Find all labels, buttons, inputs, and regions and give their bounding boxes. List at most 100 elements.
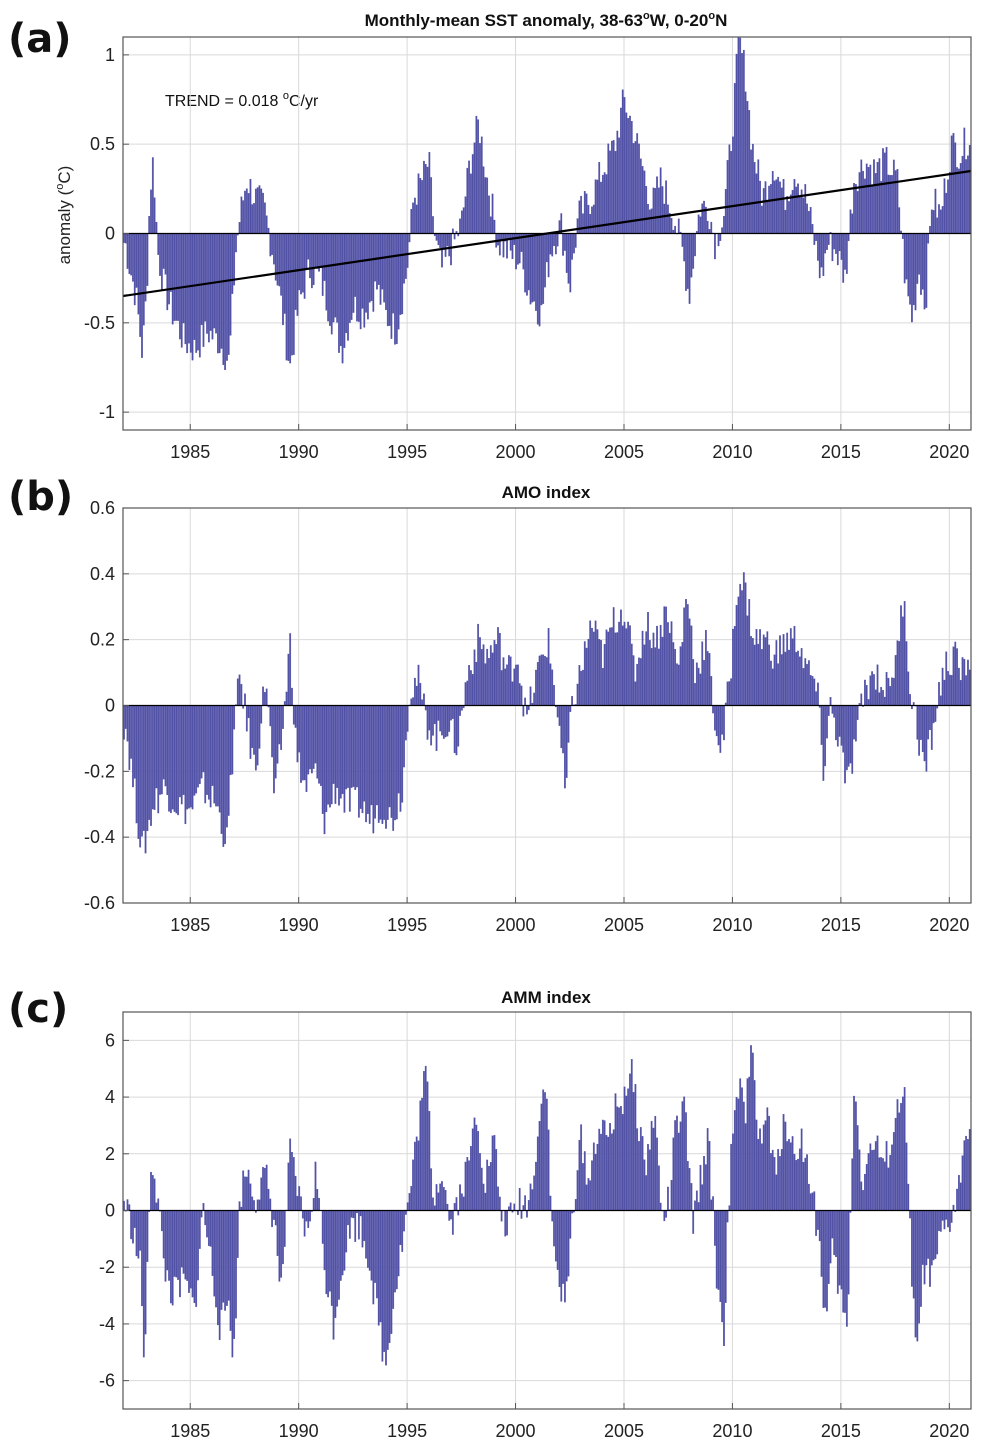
data-bar — [338, 1210, 340, 1300]
data-bar — [943, 1210, 946, 1230]
data-bar — [556, 1210, 559, 1270]
data-bar — [419, 1100, 422, 1211]
data-bar — [831, 1210, 834, 1239]
data-bar — [368, 1210, 371, 1271]
data-bar — [468, 665, 470, 706]
data-bar — [564, 705, 566, 789]
data-bar — [956, 1188, 958, 1211]
data-bar — [269, 1198, 272, 1211]
data-bar — [128, 705, 131, 771]
data-bar — [213, 705, 216, 804]
data-bar — [229, 1210, 232, 1331]
data-bar — [357, 705, 360, 818]
data-bar — [903, 601, 906, 706]
data-bar — [213, 1210, 216, 1297]
data-bar — [556, 705, 559, 718]
data-bar — [316, 705, 319, 779]
data-bar — [737, 1098, 740, 1211]
data-bar — [818, 233, 821, 279]
data-bar — [647, 1144, 649, 1211]
data-bar — [207, 705, 210, 800]
data-bar — [878, 1157, 881, 1211]
data-bar — [162, 1210, 165, 1259]
data-bar — [457, 1210, 460, 1216]
data-bar — [256, 187, 259, 234]
data-bar — [663, 203, 666, 234]
data-bar — [737, 36, 740, 234]
data-bar — [627, 1088, 630, 1211]
data-bar — [262, 192, 264, 234]
data-bar — [352, 233, 355, 313]
data-bar — [616, 632, 619, 706]
data-bar — [298, 1186, 301, 1211]
data-bar — [166, 1210, 169, 1271]
data-bar — [592, 204, 595, 234]
data-bar — [770, 660, 772, 706]
data-bar — [197, 705, 199, 788]
panel-c-bars — [123, 1045, 971, 1366]
data-bar — [869, 164, 872, 234]
x-tick-label: 2010 — [712, 442, 752, 462]
data-bar — [314, 705, 317, 764]
data-bar — [381, 705, 384, 824]
trend-line — [122, 169, 972, 298]
data-bar — [383, 233, 386, 303]
data-bar — [518, 1188, 521, 1211]
data-bar — [157, 1198, 160, 1211]
data-bar — [305, 705, 308, 792]
data-bar — [144, 1210, 147, 1335]
data-bar — [569, 233, 572, 293]
data-bar — [441, 705, 443, 736]
data-bar — [645, 1175, 648, 1211]
data-bar — [471, 1128, 474, 1211]
data-bar — [551, 1210, 554, 1222]
data-bar — [446, 233, 449, 247]
data-bar — [882, 690, 884, 706]
data-bar — [316, 233, 319, 269]
data-bar — [390, 705, 393, 818]
data-bar — [526, 233, 528, 296]
data-bar — [665, 1210, 667, 1218]
data-bar — [327, 1210, 330, 1298]
data-bar — [583, 641, 586, 706]
data-bar — [545, 233, 548, 263]
data-bar — [253, 705, 255, 755]
x-tick-label: 2010 — [712, 915, 752, 935]
data-bar — [289, 633, 292, 706]
data-bar — [824, 1210, 827, 1308]
data-bar — [325, 1210, 328, 1295]
data-bar — [905, 1142, 908, 1211]
data-bar — [596, 1143, 599, 1211]
data-bar — [883, 1161, 886, 1211]
data-bar — [509, 1202, 512, 1211]
data-bar — [842, 233, 845, 283]
y-tick-label: 4 — [105, 1087, 115, 1107]
data-bar — [330, 705, 333, 805]
data-bar — [357, 1210, 360, 1240]
data-bar — [459, 218, 461, 234]
data-bar — [309, 1210, 311, 1222]
data-bar — [403, 705, 405, 768]
data-bar — [710, 1199, 713, 1211]
data-bar — [679, 1121, 682, 1211]
data-bar — [278, 1210, 281, 1282]
data-bar — [484, 663, 487, 706]
data-bar — [464, 1161, 467, 1211]
data-bar — [453, 705, 456, 754]
data-bar — [547, 1129, 550, 1211]
data-bar — [771, 1149, 774, 1211]
data-bar — [661, 636, 664, 706]
data-bar — [350, 233, 353, 320]
data-bar — [641, 166, 644, 234]
data-bar — [271, 233, 273, 255]
data-bar — [614, 1093, 617, 1211]
data-bar — [419, 683, 422, 706]
data-bar — [614, 632, 617, 706]
data-bar — [226, 705, 228, 828]
data-bar — [415, 685, 418, 706]
data-bar — [334, 233, 337, 318]
data-bar — [874, 1141, 877, 1211]
data-bar — [565, 233, 568, 273]
data-bar — [433, 1205, 436, 1211]
data-bar — [524, 1195, 527, 1211]
